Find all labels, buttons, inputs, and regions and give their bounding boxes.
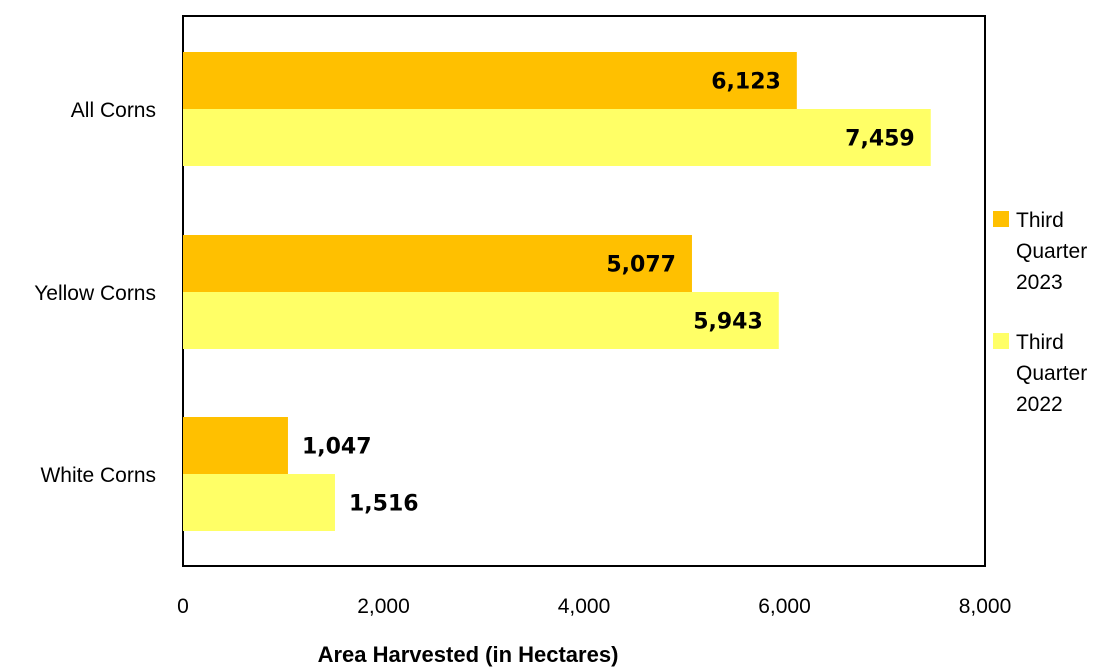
bar-yellow-corns-third-quarter-2022: [183, 292, 779, 349]
bar-yellow-corns-third-quarter-2023: [183, 235, 692, 292]
x-tick-labels: 0 2,000 4,000 6,000 8,000: [177, 595, 1011, 618]
x-tick-label: 0: [177, 595, 189, 618]
data-label-white-corns-third-quarter-2022: 1,516: [349, 492, 419, 517]
category-label-white-corns: White Corns: [40, 464, 156, 487]
x-tick-label: 2,000: [357, 595, 410, 618]
bar-all-corns-third-quarter-2023: [183, 52, 797, 109]
bar-all-corns-third-quarter-2022: [183, 109, 931, 166]
data-label-all-corns-third-quarter-2023: 6,123: [711, 70, 781, 95]
bar-group: 6,123 7,459 5,077 5,943 1,047 1,516: [183, 52, 931, 531]
x-tick-label: 8,000: [959, 595, 1012, 618]
data-label-yellow-corns-third-quarter-2023: 5,077: [606, 253, 676, 278]
bar-white-corns-third-quarter-2023: [183, 417, 288, 474]
legend-label-third-quarter-2022: Third Quarter 2022: [1016, 331, 1087, 416]
data-label-white-corns-third-quarter-2023: 1,047: [302, 435, 372, 460]
x-axis-title: Area Harvested (in Hectares): [318, 642, 619, 667]
x-tick-label: 6,000: [758, 595, 811, 618]
legend-label-third-quarter-2023: Third Quarter 2023: [1016, 209, 1087, 294]
category-labels: All Corns Yellow Corns White Corns: [34, 99, 156, 487]
bar-white-corns-third-quarter-2022: [183, 474, 335, 531]
data-label-yellow-corns-third-quarter-2022: 5,943: [693, 310, 763, 335]
legend-swatch-third-quarter-2023: [993, 211, 1009, 227]
legend-swatch-third-quarter-2022: [993, 333, 1009, 349]
category-label-yellow-corns: Yellow Corns: [34, 282, 156, 305]
data-label-all-corns-third-quarter-2022: 7,459: [845, 127, 915, 152]
x-tick-label: 4,000: [558, 595, 611, 618]
legend: Third Quarter 2023 Third Quarter 2022: [993, 209, 1087, 416]
category-label-all-corns: All Corns: [71, 99, 156, 122]
